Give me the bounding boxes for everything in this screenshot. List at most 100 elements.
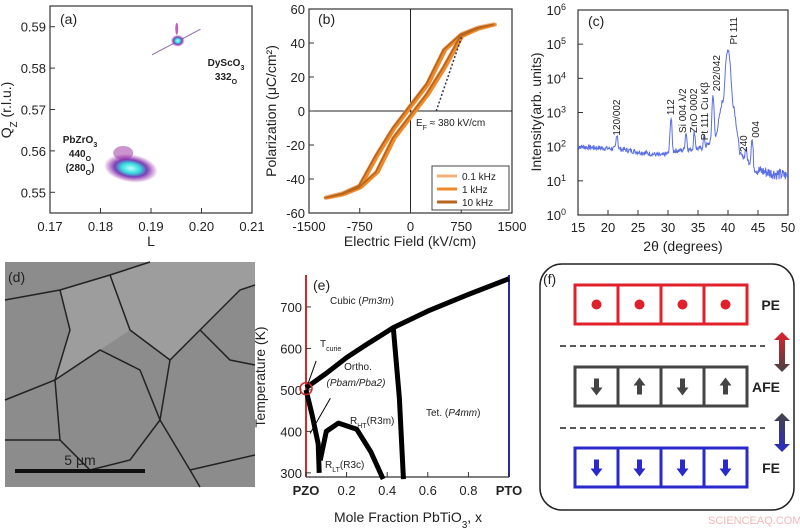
film-peak-tail xyxy=(113,145,134,160)
dipole-arrow-down-icon xyxy=(633,377,646,395)
y-tick-label: 400 xyxy=(280,424,302,439)
substrate-peak-tail xyxy=(175,22,179,35)
double-arrow-icon xyxy=(774,413,790,452)
y-axis-label: QZ (r.l.u.) xyxy=(0,82,20,139)
y-axis-label: Temperature (K) xyxy=(252,326,268,427)
peak-label: 202/042 xyxy=(712,55,723,92)
x-tick-label: 45 xyxy=(751,220,765,235)
x-axis-label: Mole Fraction PbTiO3, x xyxy=(334,509,482,530)
phase-label-rht: RHT(R3m) xyxy=(350,416,394,430)
y-tick-label: 20 xyxy=(291,70,305,85)
x-tick-label: 0.21 xyxy=(239,219,264,234)
y-tick-label: 60 xyxy=(291,2,305,17)
panel-label: (d) xyxy=(8,269,25,285)
phase-name-fe: FE xyxy=(762,460,780,476)
y-tick-label: 0.59 xyxy=(21,20,46,35)
x-tick-label: PZO xyxy=(293,483,320,498)
phase-label-ortho-sg: (Pbam/Pba2) xyxy=(327,378,386,389)
x-tick-label: 1500 xyxy=(498,219,527,234)
x-tick-label: 35 xyxy=(691,220,705,235)
substrate-peak xyxy=(170,34,185,47)
dipole-arrow-up-icon xyxy=(676,378,689,396)
y-tick-label: 40 xyxy=(291,36,305,51)
x-tick-label: 0.8 xyxy=(459,483,477,498)
nonpolar-dot-icon xyxy=(591,299,602,310)
x-tick-label: -750 xyxy=(347,219,373,234)
dipole-arrow-up-icon xyxy=(633,459,646,477)
y-axis-label: Intensity(arb. units) xyxy=(528,52,544,171)
x-tick-label: PTO xyxy=(496,483,523,498)
x-tick-label: 750 xyxy=(450,219,472,234)
phase-name-afe: AFE xyxy=(752,379,780,395)
x-tick-label: 15 xyxy=(571,220,585,235)
ortho-arrow xyxy=(309,397,331,434)
grain-boundary xyxy=(189,454,256,471)
y-tick-label: 0.57 xyxy=(21,103,46,118)
grain xyxy=(55,275,130,380)
y-tick-label: 104 xyxy=(547,70,566,86)
legend-label: 0.1 kHz xyxy=(462,172,496,183)
panel-b: -1500 -750 0 750 1500 -60 -40 -20 0 20 40 60 Electri… xyxy=(263,2,526,249)
grain-boundary xyxy=(54,349,161,471)
grain-boundary xyxy=(4,289,71,401)
peak-label: Pt 111 Cu Kβ xyxy=(700,82,711,140)
peak-label: Si 004 λ/2 xyxy=(678,88,689,133)
x-tick-label: 30 xyxy=(661,220,675,235)
x-tick-label: 0.20 xyxy=(189,219,214,234)
x-axis-label: 2θ (degrees) xyxy=(643,238,722,254)
dipole-arrow-up-icon xyxy=(590,459,603,477)
y-tick-label: -20 xyxy=(286,138,305,153)
peak-label: 004 xyxy=(751,121,762,138)
y-tick-label: 103 xyxy=(547,105,566,121)
panel-a: 0.17 0.18 0.19 0.20 0.21 0.55 0.56 0.57 0.58 0.59… xyxy=(0,5,265,249)
ef-fit-line xyxy=(435,35,463,112)
panel-label: (b) xyxy=(318,11,335,27)
phase-label-rlt: RLT(R3c) xyxy=(325,460,364,474)
xrd-pattern xyxy=(577,49,789,180)
phase-boundary xyxy=(304,276,510,390)
y-tick-label: 105 xyxy=(547,36,566,52)
nonpolar-dot-icon xyxy=(677,299,688,310)
peak-label: ZnO 0002 xyxy=(689,88,700,133)
dipole-arrow-up-icon xyxy=(719,459,732,477)
x-tick-label: 0.18 xyxy=(88,219,113,234)
panel-label: (a) xyxy=(60,11,77,27)
panel-label: (c) xyxy=(588,13,604,29)
y-tick-label: 101 xyxy=(547,173,566,189)
grain xyxy=(110,262,255,360)
ef-annotation: EF ≈ 380 kV/cm xyxy=(416,118,485,132)
dipole-arrow-down-icon xyxy=(719,377,732,395)
x-tick-label: 50 xyxy=(781,220,795,235)
y-tick-label: 0 xyxy=(298,104,305,119)
x-tick-label: 0.4 xyxy=(378,483,396,498)
plot-frame xyxy=(49,5,253,214)
peak-label: 240 xyxy=(739,135,750,152)
y-tick-label: 600 xyxy=(280,341,302,356)
tcurie-label: Tcurie xyxy=(320,339,341,353)
y-tick-label: 300 xyxy=(280,466,302,481)
panel-f: (f) PE AFE FE xyxy=(539,263,795,511)
peak-label-280: (280O) xyxy=(66,163,95,177)
legend-label: 10 kHz xyxy=(462,198,493,209)
y-tick-label: 0.56 xyxy=(21,144,46,159)
y-tick-label: 102 xyxy=(547,139,566,155)
grain-boundary xyxy=(159,359,201,488)
x-tick-label: 0.2 xyxy=(338,483,356,498)
x-tick-label: 0.6 xyxy=(419,483,437,498)
y-tick-label: 106 xyxy=(547,2,566,18)
panel-label: (e) xyxy=(313,277,330,293)
panel-e: PZO 0.2 0.4 0.6 0.8 PTO 300 400 500 600 700 Mole Fr… xyxy=(252,275,522,530)
peak-label-pbzro3: PbZrO3 xyxy=(63,135,98,149)
y-tick-label: 500 xyxy=(280,383,302,398)
x-tick-label: 40 xyxy=(721,220,735,235)
x-tick-label: 0.17 xyxy=(37,219,62,234)
panel-d: (d) 5 μm xyxy=(4,261,256,488)
y-tick-label: -60 xyxy=(286,206,305,221)
y-tick-label: 0.55 xyxy=(21,185,46,200)
x-tick-label: 0 xyxy=(407,219,414,234)
phase-label-ortho: Ortho. xyxy=(344,362,372,373)
phase-boundary xyxy=(317,420,386,481)
phase-label-cubic: Cubic (Pm3m) xyxy=(330,296,394,307)
scale-bar-label: 5 μm xyxy=(64,452,95,468)
